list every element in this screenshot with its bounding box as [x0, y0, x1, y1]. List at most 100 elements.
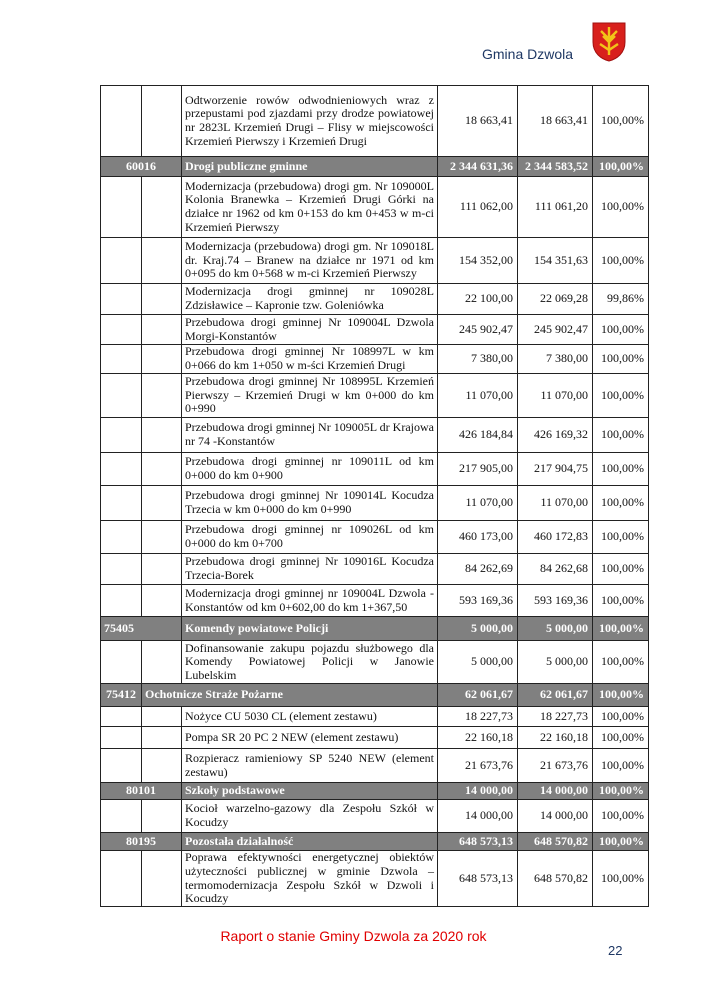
task-description: Kocioł warzelno-gazowy dla Zespołu Szkół…: [181, 799, 438, 833]
execution-percent: 100,00%: [592, 799, 649, 833]
task-description: Przebudowa drogi gminnej Nr 108995L Krze…: [181, 373, 438, 418]
empty-cell: [100, 640, 142, 684]
planned-amount: 460 173,00: [437, 520, 518, 554]
planned-amount: 154 352,00: [437, 237, 518, 284]
empty-cell: [141, 553, 182, 585]
execution-percent: 100,00%: [592, 452, 649, 486]
planned-amount: 62 061,67: [437, 683, 518, 707]
execution-percent: 100,00%: [592, 640, 649, 684]
executed-amount: 245 902,47: [517, 314, 593, 345]
executed-amount: 154 351,63: [517, 237, 593, 284]
empty-cell: [100, 748, 142, 783]
empty-cell: [141, 485, 182, 521]
empty-cell: [100, 85, 142, 157]
planned-amount: 18 663,41: [437, 85, 518, 157]
empty-cell: [141, 584, 182, 617]
table-row: Przebudowa drogi gminnej Nr 108997L w km…: [100, 344, 649, 374]
planned-amount: 21 673,76: [437, 748, 518, 783]
section-name: Ochotnicze Straże Pożarne: [141, 683, 438, 707]
task-description: Przebudowa drogi gminnej Nr 109016L Kocu…: [181, 553, 438, 585]
section-code: 75412: [100, 683, 142, 707]
planned-amount: 22 100,00: [437, 283, 518, 315]
empty-cell: [141, 520, 182, 554]
execution-percent: 100,00%: [592, 344, 649, 374]
executed-amount: 426 169,32: [517, 417, 593, 453]
planned-amount: 7 380,00: [437, 344, 518, 374]
empty-cell: [100, 584, 142, 617]
executed-amount: 111 061,20: [517, 176, 593, 238]
execution-percent: 100,00%: [592, 237, 649, 284]
table-row: Przebudowa drogi gminnej nr 109011L od k…: [100, 452, 649, 486]
execution-percent: 100,00%: [592, 553, 649, 585]
empty-cell: [141, 726, 182, 749]
table-row: Przebudowa drogi gminnej Nr 109016L Kocu…: [100, 553, 649, 585]
executed-amount: 22 160,18: [517, 726, 593, 749]
execution-percent: 100,00%: [592, 616, 649, 641]
task-description: Przebudowa drogi gminnej Nr 108997L w km…: [181, 344, 438, 374]
empty-cell: [141, 344, 182, 374]
section-row: 60016 Drogi publiczne gminne 2 344 631,36 2…: [100, 156, 649, 177]
table-row: Przebudowa drogi gminnej Nr 109005L dr K…: [100, 417, 649, 453]
table-row: Pompa SR 20 PC 2 NEW (element zestawu) 22…: [100, 726, 649, 749]
table-row: Przebudowa drogi gminnej Nr 109004L Dzwo…: [100, 314, 649, 345]
execution-percent: 100,00%: [592, 584, 649, 617]
section-row: 75412 Ochotnicze Straże Pożarne 62 061,67 6…: [100, 683, 649, 707]
planned-amount: 5 000,00: [437, 616, 518, 641]
executed-amount: 648 570,82: [517, 850, 593, 907]
table-row: Modernizacja drogi gminnej nr 109028L Zd…: [100, 283, 649, 315]
empty-cell: [141, 283, 182, 315]
executed-amount: 18 663,41: [517, 85, 593, 157]
task-description: Przebudowa drogi gminnej Nr 109005L dr K…: [181, 417, 438, 453]
page-number: 22: [608, 943, 623, 958]
execution-percent: 100,00%: [592, 520, 649, 554]
task-description: Modernizacja (przebudowa) drogi gm. Nr 1…: [181, 176, 438, 238]
empty-cell: [100, 485, 142, 521]
coat-of-arms-logo: [592, 22, 626, 62]
empty-cell: [100, 452, 142, 486]
executed-amount: 5 000,00: [517, 640, 593, 684]
planned-amount: 648 573,13: [437, 850, 518, 907]
empty-cell: [100, 417, 142, 453]
planned-amount: 5 000,00: [437, 640, 518, 684]
executed-amount: 11 070,00: [517, 485, 593, 521]
section-name: Szkoły podstawowe: [181, 782, 438, 800]
execution-percent: 100,00%: [592, 314, 649, 345]
budget-table: Odtworzenie rowów odwodnieniowych wraz z…: [100, 85, 649, 907]
table-row: Rozpieracz ramieniowy SP 5240 NEW (eleme…: [100, 748, 649, 783]
task-description: Rozpieracz ramieniowy SP 5240 NEW (eleme…: [181, 748, 438, 783]
empty-cell: [141, 176, 182, 238]
table-row: Dofinansowanie zakupu pojazdu służbowego…: [100, 640, 649, 684]
task-description: Poprawa efektywności energetycznej obiek…: [181, 850, 438, 907]
empty-cell: [141, 706, 182, 727]
executed-amount: 84 262,68: [517, 553, 593, 585]
task-description: Dofinansowanie zakupu pojazdu służbowego…: [181, 640, 438, 684]
executed-amount: 11 070,00: [517, 373, 593, 418]
executed-amount: 7 380,00: [517, 344, 593, 374]
planned-amount: 11 070,00: [437, 373, 518, 418]
executed-amount: 14 000,00: [517, 799, 593, 833]
task-description: Przebudowa drogi gminnej Nr 109004L Dzwo…: [181, 314, 438, 345]
planned-amount: 426 184,84: [437, 417, 518, 453]
planned-amount: 593 169,36: [437, 584, 518, 617]
table-row: Przebudowa drogi gminnej nr 109026L od k…: [100, 520, 649, 554]
empty-cell: [141, 85, 182, 157]
planned-amount: 245 902,47: [437, 314, 518, 345]
task-description: Modernizacja drogi gminnej nr 109004L Dz…: [181, 584, 438, 617]
table-row: Przebudowa drogi gminnej Nr 109014L Kocu…: [100, 485, 649, 521]
empty-cell: [100, 850, 142, 907]
executed-amount: 2 344 583,52: [517, 156, 593, 177]
task-description: Przebudowa drogi gminnej Nr 109014L Kocu…: [181, 485, 438, 521]
empty-cell: [100, 373, 142, 418]
section-name: Pozostała działalność: [181, 832, 438, 851]
empty-cell: [100, 706, 142, 727]
execution-percent: 100,00%: [592, 832, 649, 851]
section-code: 60016: [100, 156, 182, 177]
table-row: Nożyce CU 5030 CL (element zestawu) 18 22…: [100, 706, 649, 727]
task-description: Odtworzenie rowów odwodnieniowych wraz z…: [181, 85, 438, 157]
planned-amount: 18 227,73: [437, 706, 518, 727]
empty-cell: [141, 452, 182, 486]
empty-cell: [141, 799, 182, 833]
empty-cell: [100, 176, 142, 238]
empty-cell: [100, 314, 142, 345]
execution-percent: 100,00%: [592, 706, 649, 727]
